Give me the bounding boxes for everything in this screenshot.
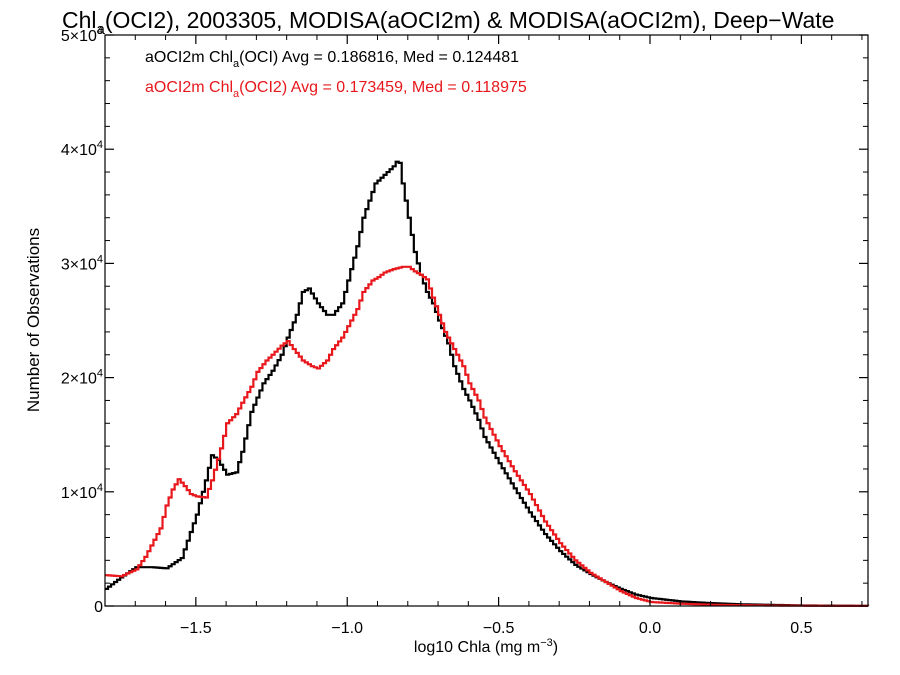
y-tick-label: 3×104 xyxy=(61,253,103,273)
y-tick-label: 5×104 xyxy=(61,25,103,45)
chart-title: Chla(OCI2), 2003305, MODISA(aOCI2m) & MO… xyxy=(62,7,834,38)
x-axis-label-rest: ) xyxy=(553,639,558,656)
legend-entry-2: aOCI2m Chla(OCI2) Avg = 0.173459, Med = … xyxy=(145,79,527,100)
plot-frame xyxy=(104,34,869,607)
chart-title-main: Chl xyxy=(62,7,97,33)
series-layer xyxy=(105,160,870,607)
chart-title-rest: (OCI2), 2003305, MODISA(aOCI2m) & MODISA… xyxy=(105,7,835,33)
x-axis-label: log10 Chla (mg m−3) xyxy=(414,637,558,656)
y-tick-label: 0 xyxy=(94,599,103,616)
x-tick-label: −0.5 xyxy=(483,620,515,637)
series-1-line xyxy=(105,160,870,607)
y-axis-label: Number of Observations xyxy=(24,228,43,412)
x-axis-label-main: log10 Chla (mg m xyxy=(414,639,540,656)
series-2-line xyxy=(105,265,870,607)
x-tick-label: −1.5 xyxy=(180,620,212,637)
y-tick-label: 2×104 xyxy=(61,368,103,388)
y-tick-label: 1×104 xyxy=(61,482,103,502)
legend: aOCI2m Chla(OCI) Avg = 0.186816, Med = 0… xyxy=(145,49,527,100)
legend-entry-1: aOCI2m Chla(OCI) Avg = 0.186816, Med = 0… xyxy=(145,49,519,70)
x-tick-label: −1.0 xyxy=(331,620,363,637)
x-tick-label: 0.5 xyxy=(790,620,812,637)
plot-area xyxy=(105,160,870,607)
y-tick-label: 4×104 xyxy=(61,139,103,159)
ticks-layer: −1.5 −1.0 −0.5 0.0 0.5 0 1×104 2×104 3×104 4×104 5… xyxy=(61,25,868,637)
x-axis-label-superscript: −3 xyxy=(540,637,553,649)
x-tick-label: 0.0 xyxy=(639,620,661,637)
chart-title-subscript: a xyxy=(97,21,106,38)
